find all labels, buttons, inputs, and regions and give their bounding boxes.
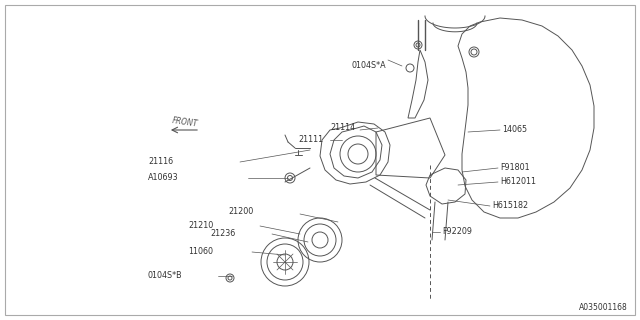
Text: 21116: 21116 bbox=[148, 157, 173, 166]
Text: F91801: F91801 bbox=[500, 164, 530, 172]
Text: 0104S*B: 0104S*B bbox=[148, 271, 182, 281]
Text: 21114: 21114 bbox=[330, 124, 355, 132]
Text: A10693: A10693 bbox=[148, 173, 179, 182]
Text: 21111: 21111 bbox=[298, 135, 323, 145]
Text: 21210: 21210 bbox=[188, 221, 213, 230]
Text: A035001168: A035001168 bbox=[579, 303, 628, 312]
Text: F92209: F92209 bbox=[442, 228, 472, 236]
Text: 21236: 21236 bbox=[210, 229, 236, 238]
Text: 11060: 11060 bbox=[188, 247, 213, 257]
Text: FRONT: FRONT bbox=[172, 116, 198, 128]
Text: 21200: 21200 bbox=[228, 207, 253, 217]
Text: 14065: 14065 bbox=[502, 125, 527, 134]
Text: 0104S*A: 0104S*A bbox=[352, 61, 387, 70]
Text: H612011: H612011 bbox=[500, 178, 536, 187]
Text: H615182: H615182 bbox=[492, 202, 528, 211]
